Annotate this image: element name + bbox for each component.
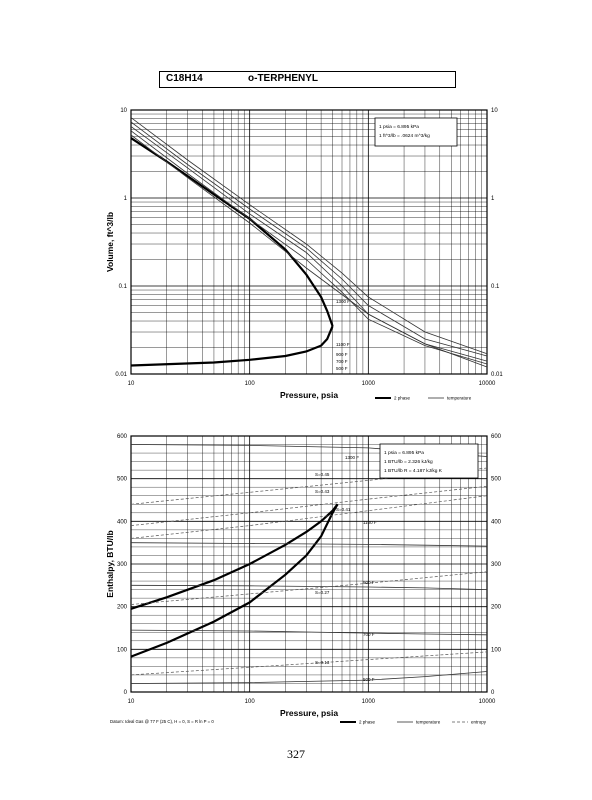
curve-label: 900 F bbox=[336, 352, 348, 357]
legend-label: temperature bbox=[416, 720, 441, 725]
chemical-formula: C18H14 bbox=[166, 73, 203, 84]
chart-title-box: C18H14 o-TERPHENYL bbox=[159, 71, 456, 88]
conversion-text: 1 psia = 6.895 kPa bbox=[384, 450, 424, 456]
legend: 2 phase temperature bbox=[375, 396, 472, 401]
y-tick-label-right: 200 bbox=[491, 605, 502, 611]
datum-footnote: Datum: Ideal Gas @ 77 F (25 C), H = 0, S… bbox=[110, 719, 214, 724]
entropy-label: S=0.13 bbox=[315, 660, 330, 665]
y-tick-label-right: 500 bbox=[491, 477, 502, 483]
series-line-1100-f bbox=[130, 542, 488, 547]
entropy-label: S=0.43 bbox=[315, 489, 330, 494]
legend-label: temperature bbox=[447, 396, 472, 401]
y-tick-label-left: 10 bbox=[120, 108, 127, 114]
chart-grid bbox=[130, 435, 487, 693]
entropy-label: S=0.27 bbox=[315, 590, 330, 595]
conversion-text: 1 ft^3/lb = .0624 m^3/kg bbox=[379, 133, 430, 139]
chart-2: 10 100 1000 10000 0 0 100 100 200 200 300 300 400 400… bbox=[105, 434, 502, 725]
compound-name: o-TERPHENYL bbox=[248, 73, 318, 84]
curve-label: 900 F bbox=[363, 580, 375, 585]
series-line-saturated-liquid bbox=[130, 503, 339, 658]
series-line-s-0-13 bbox=[130, 651, 488, 676]
y-tick-label-left: 400 bbox=[117, 519, 128, 525]
curve-label: 1100 F bbox=[336, 342, 350, 347]
y-tick-label-left: 200 bbox=[117, 605, 128, 611]
y-tick-label-left: 0 bbox=[124, 690, 128, 696]
chart-1: 10 100 1000 10000 0.01 0.01 0.1 0.1 1 1 10 10 Pressu… bbox=[105, 108, 503, 401]
y-tick-label-right: 0 bbox=[491, 690, 495, 696]
series-line-saturated-liquid bbox=[130, 325, 334, 367]
series-line-900-f bbox=[130, 126, 488, 362]
series-line-s-0-41 bbox=[130, 495, 488, 539]
x-axis-label: Pressure, psia bbox=[280, 390, 338, 400]
legend-label: 2 phase bbox=[394, 396, 411, 401]
series-line-saturated-vapor bbox=[130, 503, 339, 610]
series-line-s-0-27 bbox=[130, 571, 488, 605]
x-tick-label: 10000 bbox=[479, 699, 496, 705]
conversion-box bbox=[379, 443, 479, 479]
chart-grid bbox=[130, 110, 487, 375]
conversion-box bbox=[374, 117, 458, 147]
y-tick-label-right: 100 bbox=[491, 647, 502, 653]
curve-label: 1300 F bbox=[345, 455, 359, 460]
x-tick-label: 100 bbox=[245, 699, 256, 705]
y-tick-label-left: 600 bbox=[117, 434, 128, 440]
x-tick-label: 1000 bbox=[362, 381, 376, 387]
conversion-text: 1 BTU/lb = 2.326 kJ/kg bbox=[384, 459, 433, 465]
y-tick-label-right: 0.1 bbox=[491, 284, 500, 290]
y-tick-label-left: 1 bbox=[124, 196, 128, 202]
entropy-label: S=0.41 bbox=[336, 507, 351, 512]
x-tick-label: 100 bbox=[245, 381, 256, 387]
curve-label: 700 F bbox=[363, 632, 375, 637]
x-tick-label: 10 bbox=[128, 381, 135, 387]
series-line-500-f bbox=[130, 671, 488, 684]
y-tick-label-right: 0.01 bbox=[491, 372, 503, 378]
series-line-700-f bbox=[130, 629, 488, 636]
y-tick-label-left: 0.1 bbox=[119, 284, 128, 290]
curve-label: 500 F bbox=[363, 677, 375, 682]
curve-label: 700 F bbox=[336, 359, 348, 364]
y-tick-label-right: 300 bbox=[491, 562, 502, 568]
legend: 2 phase temperature entropy bbox=[340, 720, 487, 725]
y-tick-label-right: 10 bbox=[491, 108, 498, 114]
y-axis-label: Volume, ft^3/lb bbox=[105, 212, 115, 272]
series-line-700-f bbox=[130, 130, 488, 365]
legend-label: entropy bbox=[471, 720, 487, 725]
curve-label: 1100 F bbox=[363, 520, 377, 525]
y-tick-label-left: 300 bbox=[117, 562, 128, 568]
series-line-s-0-43 bbox=[130, 485, 488, 526]
y-axis-label: Enthalpy, BTU/lb bbox=[105, 530, 115, 597]
entropy-label: S=0.45 bbox=[315, 472, 330, 477]
y-tick-label-right: 600 bbox=[491, 434, 502, 440]
x-tick-label: 1000 bbox=[362, 699, 376, 705]
conversion-text: 1 BTU/lb R = 4.187 kJ/kg K bbox=[384, 468, 443, 474]
series-line-1300-f bbox=[130, 117, 488, 355]
legend-label: 2 phase bbox=[359, 720, 376, 725]
x-tick-label: 10 bbox=[128, 699, 135, 705]
y-tick-label-right: 1 bbox=[491, 196, 495, 202]
y-tick-label-left: 100 bbox=[117, 647, 128, 653]
page-number: 327 bbox=[287, 747, 305, 761]
y-tick-label-right: 400 bbox=[491, 519, 502, 525]
x-axis-label: Pressure, psia bbox=[280, 708, 338, 718]
plot-frame bbox=[130, 435, 488, 693]
y-tick-label-left: 500 bbox=[117, 477, 128, 483]
series-line-900-f bbox=[130, 584, 488, 590]
x-tick-label: 10000 bbox=[479, 381, 496, 387]
series-line-1100-f bbox=[130, 121, 488, 357]
conversion-text: 1 psia = 6.895 kPa bbox=[379, 124, 419, 130]
plot-frame bbox=[130, 109, 488, 375]
series-line-saturated-vapor bbox=[130, 137, 334, 327]
y-tick-label-left: 0.01 bbox=[115, 372, 127, 378]
curve-label: 1300 F bbox=[336, 299, 350, 304]
curve-label: 500 F bbox=[336, 366, 348, 371]
